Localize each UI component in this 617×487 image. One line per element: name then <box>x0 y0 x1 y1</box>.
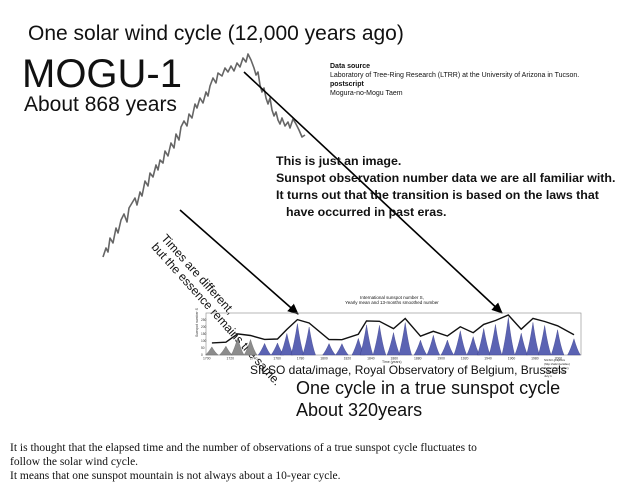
sunspot-cycle-peak <box>386 332 401 356</box>
sunspot-cycle-peak <box>466 336 480 356</box>
sunspot-chart-title-2: Yearly mean and 13-months smoothed numbe… <box>345 300 439 305</box>
note-line-3: It turns out that the transition is base… <box>276 188 599 202</box>
y-tick-label: 50 <box>201 346 205 350</box>
sunspot-cycle-peak <box>219 345 233 356</box>
envelope-line <box>211 314 575 344</box>
sunspot-cycle-peak <box>359 324 374 356</box>
sunspot-cycle-peak <box>280 333 294 356</box>
sunspot-cycle-peak <box>398 322 412 356</box>
x-tick-label: 1960 <box>508 357 516 361</box>
sunspot-chart-footer: SILSO graphics (http://sidc.be/silso) Ro… <box>544 358 570 378</box>
y-tick-label: 200 <box>201 325 207 329</box>
right-arrow <box>243 71 503 314</box>
x-tick-label: 1840 <box>367 357 375 361</box>
x-tick-label: 1800 <box>320 357 328 361</box>
data-source-label: Data source <box>330 63 371 70</box>
sunspot-cycle-peak <box>243 338 258 356</box>
sunspot-chart-title: International sunspot number S, Yearly m… <box>192 295 592 305</box>
y-tick-label: 250 <box>201 318 207 322</box>
x-tick-label: 1920 <box>461 357 469 361</box>
y-tick-label: 100 <box>201 339 207 343</box>
note-line-1: This is just an image. <box>276 154 402 168</box>
sunspot-cycle-peak <box>302 326 316 356</box>
sunspot-chart-xlabel: Time (years) <box>382 360 402 364</box>
sunspot-chart-svg: Sunspot number S Time (years) 1700 1720 17… <box>195 307 582 364</box>
bottom-text: It is thought that the elapsed time and … <box>10 441 477 483</box>
data-source-text: Laboratory of Tree-Ring Research (LTRR) … <box>330 72 580 79</box>
y-tick-label: 150 <box>201 332 207 336</box>
true-cycle-period: About 320years <box>296 400 423 420</box>
y-tick-label: 0 <box>201 353 203 357</box>
sunspot-cycle-peak <box>488 324 503 356</box>
sunspot-cycle-peak <box>440 339 455 356</box>
note-line-4: have occurred in past eras. <box>286 205 447 219</box>
bottom-line-3: It means that one sunspot mountain is no… <box>10 470 341 482</box>
data-source-block: Data source Laboratory of Tree-Ring Rese… <box>330 62 579 98</box>
mogu-curve <box>102 53 306 258</box>
x-tick-label: 1780 <box>297 357 305 361</box>
sunspot-cycle-peak <box>550 329 565 356</box>
sunspot-cycle-peak <box>335 343 349 356</box>
x-tick-label: 1820 <box>344 357 352 361</box>
x-tick-label: 1880 <box>414 357 422 361</box>
x-tick-label: 1940 <box>484 357 492 361</box>
sunspot-cycle-peak <box>538 325 552 356</box>
sunspot-cycle-peak <box>477 328 491 356</box>
sunspot-cycle-peak <box>514 333 528 356</box>
sunspot-cycle-peak <box>290 323 305 356</box>
sunspot-cycle-peak <box>501 317 515 356</box>
sunspot-cycle-peak <box>453 330 467 356</box>
sunspot-cycle-peak <box>322 343 336 356</box>
sunspot-cycle-peak <box>230 337 245 356</box>
x-tick-label: 1700 <box>203 357 211 361</box>
bottom-line-2: follow the solar wind cycle. <box>10 456 139 468</box>
x-tick-label: 1860 <box>391 357 399 361</box>
sunspot-chart-title-1: International sunspot number S, <box>360 295 424 300</box>
true-cycle-label: One cycle in a true sunspot cycle <box>296 378 561 398</box>
silso-credit: SILSO data/image, Royal Observatory of B… <box>250 363 567 377</box>
x-tick-label: 2000 <box>555 357 563 361</box>
sunspot-cycle-peak <box>257 342 272 356</box>
sunspot-cycle-peak <box>205 346 219 356</box>
sunspot-cycle-peak <box>372 325 387 356</box>
sunspot-chart-ylabel: Sunspot number S <box>195 307 199 337</box>
cycle-name: MOGU-1 <box>22 52 182 96</box>
sunspot-cycle-peak <box>567 338 581 356</box>
sunspot-cycle-peak <box>426 335 441 356</box>
postscript-text: Mogura-no-Mogu Taem <box>330 90 403 97</box>
page-title: One solar wind cycle (12,000 years ago) <box>28 22 404 45</box>
bottom-line-1: It is thought that the elapsed time and … <box>10 442 477 454</box>
x-tick-label: 1760 <box>273 357 281 361</box>
note-block: This is just an image. Sunspot observati… <box>276 153 615 221</box>
cycle-period: About 868 years <box>24 93 177 116</box>
left-arrow <box>179 209 299 315</box>
postscript-label: postscript <box>330 81 364 88</box>
sunspot-cycle-peak <box>526 322 540 356</box>
x-tick-label: 1720 <box>226 357 234 361</box>
x-tick-label: 1740 <box>250 357 258 361</box>
x-tick-label: 1900 <box>437 357 445 361</box>
x-tick-label: 1980 <box>531 357 539 361</box>
sunspot-cycle-peak <box>413 339 428 356</box>
note-line-2: Sunspot observation number data we are a… <box>276 171 616 185</box>
